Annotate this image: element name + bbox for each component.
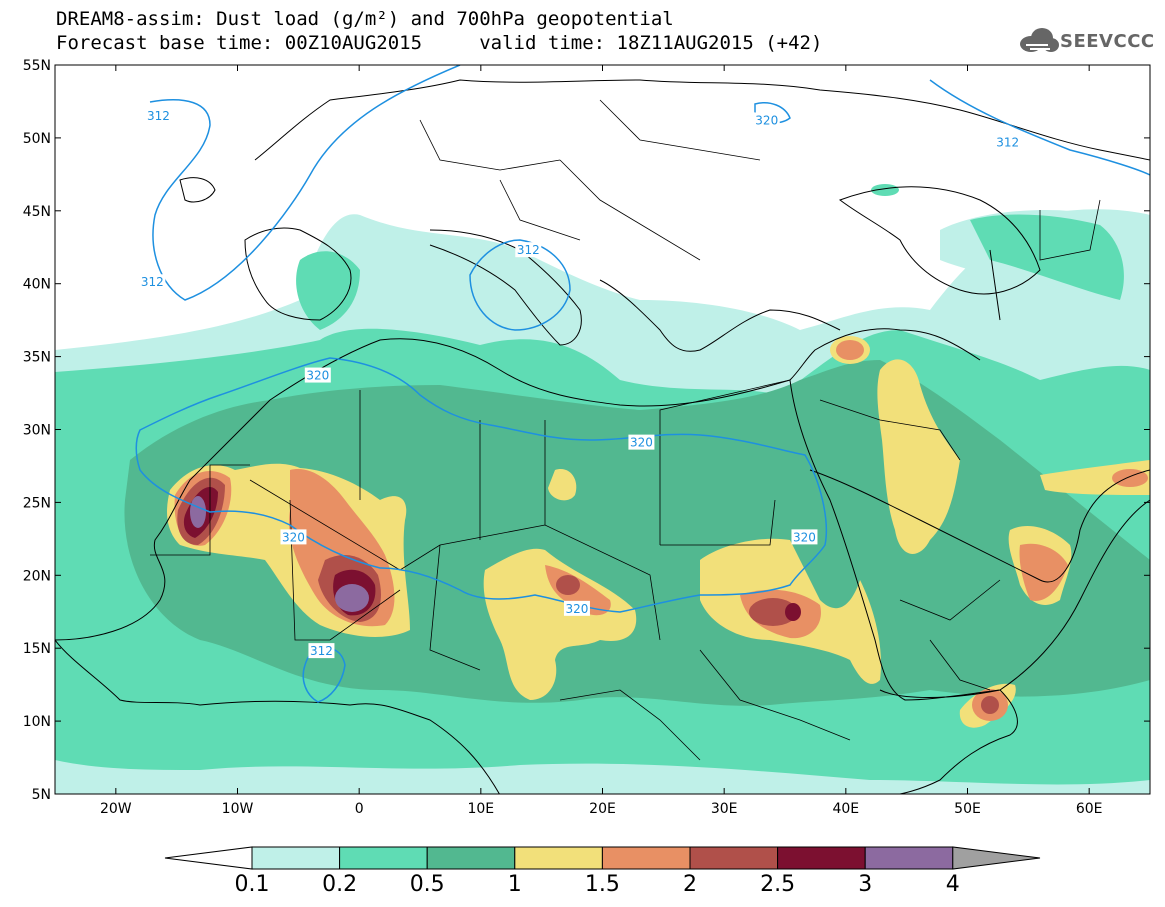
lat-tick-label: 10N bbox=[23, 714, 51, 730]
dust-area-level5 bbox=[836, 340, 864, 360]
contour-label: 320 bbox=[793, 530, 816, 544]
colorbar-swatch bbox=[339, 846, 428, 870]
contour-label: 320 bbox=[565, 602, 588, 616]
lon-tick-label: 20E bbox=[589, 801, 616, 817]
colorbar-label: 0.5 bbox=[409, 872, 445, 897]
contour-label: 320 bbox=[755, 113, 778, 127]
colorbar-swatch bbox=[777, 846, 866, 870]
colorbar-swatch bbox=[251, 846, 341, 870]
colorbar-label: 2.5 bbox=[760, 872, 796, 897]
contour-label-bg bbox=[145, 108, 172, 124]
contour-312 bbox=[929, 79, 1150, 176]
colorbar-label: 3 bbox=[858, 872, 873, 897]
lon-tick-label: 10W bbox=[222, 801, 254, 817]
coastlines bbox=[55, 79, 1150, 794]
colorbar-label: 1 bbox=[507, 872, 522, 897]
dust-area-level4 bbox=[483, 548, 637, 700]
contour-label-bg bbox=[628, 434, 655, 450]
lat-tick-label: 40N bbox=[23, 277, 51, 293]
lat-tick-label: 55N bbox=[23, 58, 51, 74]
lon-tick-label: 10E bbox=[467, 801, 494, 817]
contour-320 bbox=[135, 357, 828, 613]
dust-area-level8 bbox=[335, 584, 369, 612]
lon-tick-label: 60E bbox=[1076, 801, 1103, 817]
dust-area-level4 bbox=[877, 359, 960, 554]
lat-tick-label: 50N bbox=[23, 131, 51, 147]
lon-tick-label: 40E bbox=[832, 801, 859, 817]
dust-area-level6 bbox=[749, 598, 797, 626]
dust-area-level6 bbox=[981, 696, 999, 714]
country-borders bbox=[150, 99, 1101, 761]
colorbar-arrow-high bbox=[952, 846, 1041, 870]
contour-312 bbox=[302, 647, 346, 703]
colorbar-label: 2 bbox=[683, 872, 697, 897]
contour-label: 320 bbox=[306, 369, 329, 383]
chart-title-line1: DREAM8-assim: Dust load (g/m²) and 700hP… bbox=[56, 8, 674, 30]
geopotential-contours bbox=[135, 65, 1150, 703]
axis-ticks: 55N 50N 45N 40N 35N 30N 25N 20N 15N 10N 5N 20W 10W 0 1… bbox=[23, 58, 1150, 817]
contour-312 bbox=[149, 65, 461, 301]
contour-label-bg bbox=[791, 529, 818, 545]
contour-label-bg bbox=[753, 112, 780, 128]
colorbar-label: 1.5 bbox=[584, 872, 620, 897]
colorbar-arrow-low bbox=[164, 846, 253, 870]
contour-labels: 312 312 320 312 312 320 320 320 320 320 312 bbox=[139, 108, 1021, 659]
lat-tick-label: 35N bbox=[23, 350, 51, 366]
lat-tick-label: 5N bbox=[32, 787, 51, 803]
lat-tick-label: 45N bbox=[23, 204, 51, 220]
dust-area-level2 bbox=[970, 214, 1124, 300]
lat-tick-label: 30N bbox=[23, 423, 51, 439]
dust-area-level8 bbox=[190, 496, 206, 528]
contour-label: 320 bbox=[630, 436, 653, 450]
lat-tick-label: 25N bbox=[23, 495, 51, 511]
dust-area-level2 bbox=[296, 251, 360, 330]
colorbar bbox=[164, 846, 1041, 870]
dust-area-level2 bbox=[871, 184, 899, 196]
colorbar-label: 0.1 bbox=[234, 872, 270, 897]
colorbar-swatch bbox=[514, 846, 603, 870]
contour-label: 312 bbox=[141, 275, 164, 289]
lat-tick-label: 15N bbox=[23, 641, 51, 657]
contour-label: 312 bbox=[147, 109, 170, 123]
colorbar-swatch bbox=[689, 846, 779, 870]
dust-area-level7 bbox=[785, 603, 801, 621]
dust-area-level4 bbox=[548, 469, 577, 501]
lon-tick-label: 30E bbox=[711, 801, 738, 817]
contour-label-bg bbox=[304, 367, 331, 383]
cloud-icon bbox=[1020, 28, 1059, 52]
contour-label-bg bbox=[308, 643, 335, 659]
contour-label-bg bbox=[280, 529, 307, 545]
lon-tick-label: 20W bbox=[100, 801, 132, 817]
dust-area-level4 bbox=[1040, 460, 1150, 495]
chart-title-line2: Forecast base time: 00Z10AUG2015 valid t… bbox=[56, 32, 823, 54]
contour-label: 312 bbox=[996, 135, 1019, 149]
lat-tick-label: 20N bbox=[23, 568, 51, 584]
colorbar-swatch bbox=[601, 846, 691, 870]
contour-label: 320 bbox=[282, 530, 305, 544]
contour-label-bg bbox=[994, 134, 1021, 150]
dust-area-level5 bbox=[1019, 543, 1068, 601]
colorbar-label: 4 bbox=[945, 872, 960, 897]
contour-label-bg bbox=[515, 242, 542, 258]
colorbar-label: 0.2 bbox=[322, 872, 358, 897]
lon-tick-label: 50E bbox=[954, 801, 981, 817]
contour-label: 312 bbox=[310, 644, 333, 658]
colorbar-swatch bbox=[864, 846, 954, 870]
logo-text: SEEVCCC bbox=[1060, 31, 1155, 52]
contour-label: 312 bbox=[517, 243, 540, 257]
contour-label-bg bbox=[139, 274, 166, 290]
dust-area-level6 bbox=[556, 575, 580, 595]
contour-label-bg bbox=[563, 600, 590, 616]
contour-312 bbox=[469, 239, 571, 331]
lon-tick-label: 0 bbox=[355, 801, 364, 817]
colorbar-swatch bbox=[426, 846, 516, 870]
